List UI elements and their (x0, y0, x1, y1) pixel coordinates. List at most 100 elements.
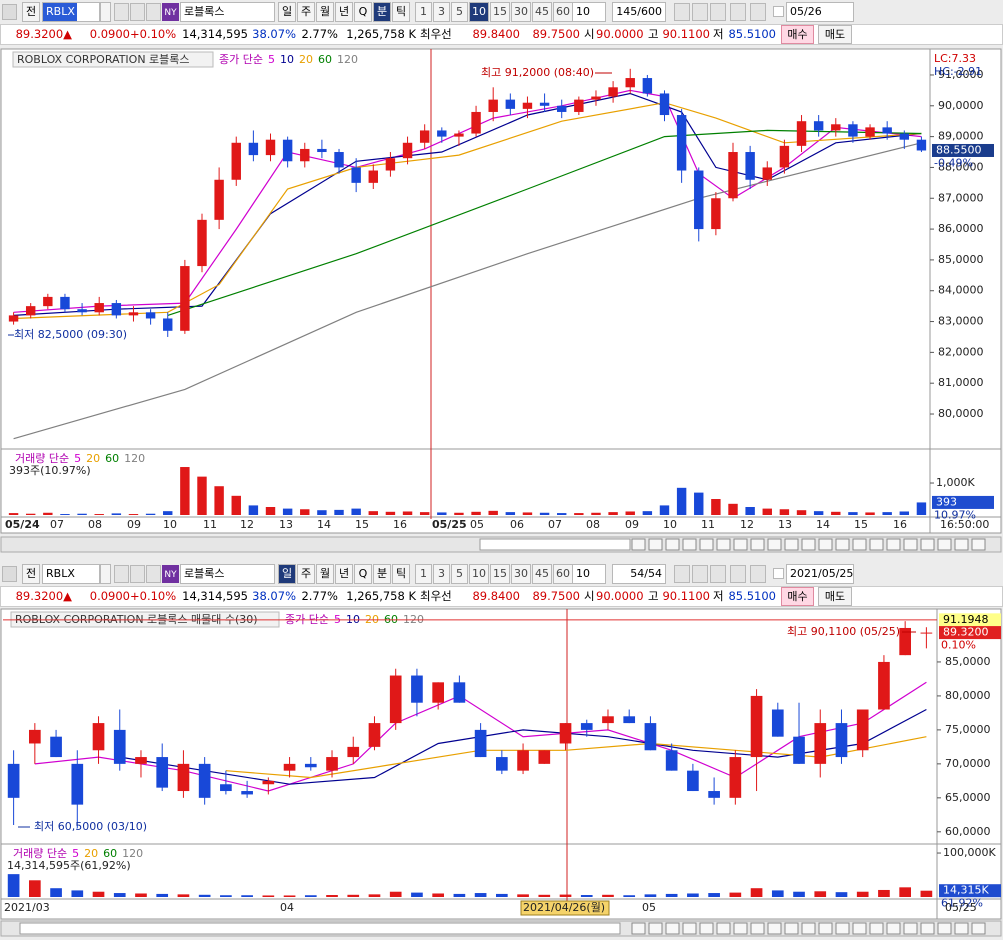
tool-icon[interactable] (730, 3, 746, 21)
tool-icon[interactable] (730, 565, 746, 583)
scroll-button[interactable] (971, 922, 986, 935)
scroll-button[interactable] (852, 922, 867, 935)
interval-button[interactable]: 30 (511, 2, 531, 22)
name-input[interactable]: 로블록스 (180, 564, 275, 584)
period-button[interactable]: 틱 (392, 2, 410, 22)
scroll-button[interactable] (631, 922, 646, 935)
checkbox[interactable] (773, 568, 784, 579)
scroll-button[interactable] (750, 538, 765, 551)
period-button[interactable]: 월 (316, 564, 334, 584)
tool-icon[interactable] (146, 3, 161, 21)
scroll-button[interactable] (920, 538, 935, 551)
interval-button[interactable]: 10 (469, 2, 489, 22)
period-button[interactable]: 분 (373, 2, 391, 22)
scroll-thumb[interactable] (19, 922, 621, 935)
count-box[interactable]: 54/54 (612, 564, 666, 584)
code-input[interactable]: RBLX (42, 564, 100, 584)
tool-icon[interactable] (692, 3, 708, 21)
period-button[interactable]: 분 (373, 564, 391, 584)
scroll-button[interactable] (920, 922, 935, 935)
period-button[interactable]: 월 (316, 2, 334, 22)
tool-icon[interactable] (130, 3, 145, 21)
scroll-button[interactable] (784, 538, 799, 551)
name-input[interactable]: 로블록스 (180, 2, 275, 22)
scroll-button[interactable] (954, 922, 969, 935)
interval-button[interactable]: 45 (532, 564, 552, 584)
scroll-button[interactable] (648, 538, 663, 551)
tool-icon[interactable] (114, 565, 129, 583)
sell-button[interactable]: 매도 (818, 587, 852, 606)
interval-button[interactable]: 10 (469, 564, 489, 584)
scroll-button[interactable] (699, 538, 714, 551)
count-box[interactable]: 145/600 (612, 2, 666, 22)
scroll-button[interactable] (716, 922, 731, 935)
period-button[interactable]: 틱 (392, 564, 410, 584)
interval-button[interactable]: 15 (490, 2, 510, 22)
scroll-button[interactable] (631, 538, 646, 551)
scroll-button[interactable] (869, 538, 884, 551)
period-button[interactable]: 주 (297, 2, 315, 22)
dropdown-arrow[interactable] (100, 2, 111, 22)
scroll-button[interactable] (733, 538, 748, 551)
tool-icon[interactable] (146, 565, 161, 583)
scroll-button[interactable] (767, 538, 782, 551)
market-button[interactable]: 전 (22, 564, 40, 584)
menu-icon[interactable] (2, 566, 17, 582)
tool-icon[interactable] (674, 565, 690, 583)
period-button[interactable]: 년 (335, 564, 353, 584)
checkbox[interactable] (773, 6, 784, 17)
scroll-button[interactable] (937, 922, 952, 935)
period-button[interactable]: 주 (297, 564, 315, 584)
tool-icon[interactable] (710, 565, 726, 583)
dropdown-arrow[interactable] (100, 564, 111, 584)
interval-select[interactable]: 10 (572, 564, 606, 584)
interval-button[interactable]: 45 (532, 2, 552, 22)
scroll-button[interactable] (954, 538, 969, 551)
scroll-button[interactable] (750, 922, 765, 935)
tool-icon[interactable] (674, 3, 690, 21)
date-input[interactable]: 05/26 (786, 2, 854, 22)
scroll-button[interactable] (937, 538, 952, 551)
scroll-button[interactable] (818, 922, 833, 935)
scroll-button[interactable] (852, 538, 867, 551)
scroll-button[interactable] (648, 922, 663, 935)
scroll-button[interactable] (886, 922, 901, 935)
interval-button[interactable]: 1 (415, 2, 432, 22)
scroll-button[interactable] (903, 538, 918, 551)
scroll-thumb[interactable] (479, 538, 631, 551)
tool-icon[interactable] (750, 565, 766, 583)
interval-button[interactable]: 30 (511, 564, 531, 584)
interval-button[interactable]: 3 (433, 2, 450, 22)
scroll-button[interactable] (784, 922, 799, 935)
code-input[interactable]: RBLX (42, 2, 100, 22)
period-button[interactable]: Q (354, 2, 372, 22)
buy-button[interactable]: 매수 (781, 25, 814, 44)
interval-button[interactable]: 5 (451, 564, 468, 584)
scroll-button[interactable] (682, 538, 697, 551)
interval-button[interactable]: 1 (415, 564, 432, 584)
scroll-button[interactable] (971, 538, 986, 551)
buy-button[interactable]: 매수 (781, 587, 814, 606)
date-input[interactable]: 2021/05/25 (786, 564, 854, 584)
scroll-button[interactable] (903, 922, 918, 935)
scroll-button[interactable] (699, 922, 714, 935)
period-button[interactable]: Q (354, 564, 372, 584)
tool-icon[interactable] (114, 3, 129, 21)
scroll-button[interactable] (835, 922, 850, 935)
interval-button[interactable]: 5 (451, 2, 468, 22)
scroll-button[interactable] (801, 922, 816, 935)
interval-button[interactable]: 15 (490, 564, 510, 584)
interval-button[interactable]: 60 (553, 2, 573, 22)
tool-icon[interactable] (710, 3, 726, 21)
scroll-button[interactable] (835, 538, 850, 551)
scroll-button[interactable] (869, 922, 884, 935)
scroll-button[interactable] (665, 922, 680, 935)
scroll-button[interactable] (733, 922, 748, 935)
period-button[interactable]: 일 (278, 564, 296, 584)
interval-button[interactable]: 3 (433, 564, 450, 584)
tool-icon[interactable] (692, 565, 708, 583)
scroll-button[interactable] (682, 922, 697, 935)
scroll-button[interactable] (818, 538, 833, 551)
scroll-button[interactable] (886, 538, 901, 551)
tool-icon[interactable] (750, 3, 766, 21)
